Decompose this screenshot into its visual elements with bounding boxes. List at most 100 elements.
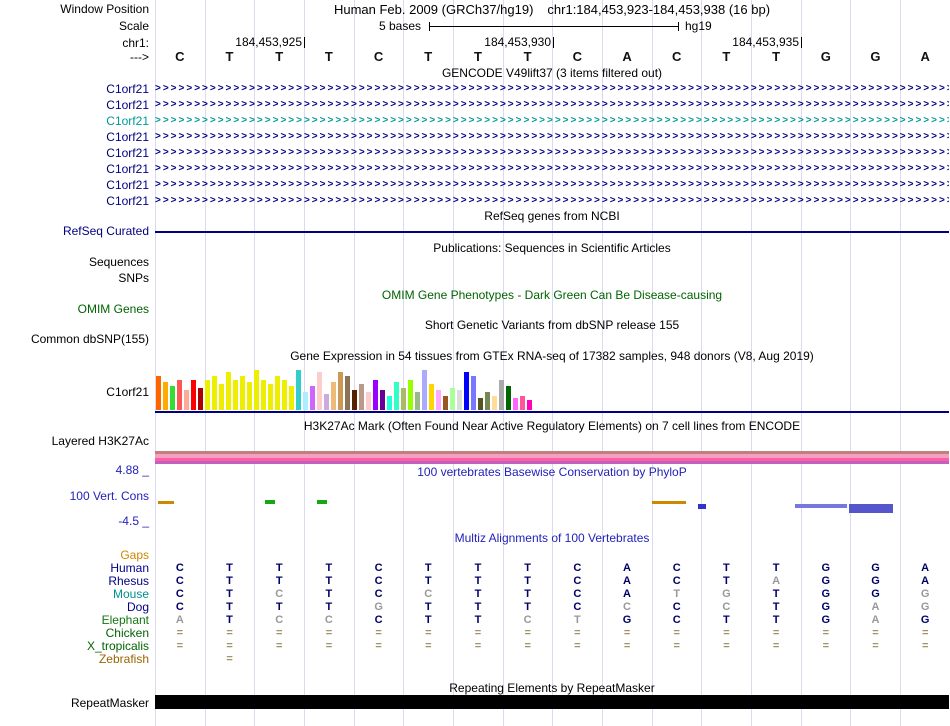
sequence-base: T [772, 49, 781, 64]
gtex-expression-barchart[interactable] [156, 368, 532, 410]
multiz-row-zebrafish[interactable]: = [155, 653, 950, 666]
gencode-transcript-row[interactable]: >>>>>>>>>>>>>>>>>>>>>>>>>>>>>>>>>>>>>>>>… [155, 179, 949, 190]
gtex-track-title[interactable]: Gene Expression in 54 tissues from GTEx … [290, 349, 814, 363]
alignment-cell: T [524, 562, 532, 574]
alignment-cell: C [175, 575, 184, 587]
gtex-gene-label[interactable]: C1orf21 [106, 385, 149, 399]
alignment-cell: = [822, 627, 829, 639]
h3k27ac-track-title[interactable]: H3K27Ac Mark (Often Found Near Active Re… [303, 419, 801, 433]
gtex-bar [324, 394, 329, 410]
species-label-zebrafish[interactable]: Zebrafish [98, 652, 149, 666]
alignment-cell: T [275, 562, 283, 574]
alignment-cell: C [175, 562, 184, 574]
species-label-dog[interactable]: Dog [126, 600, 149, 614]
gridline [502, 0, 504, 726]
publications-snps-label[interactable]: SNPs [118, 271, 149, 285]
alignment-cell: G [821, 588, 831, 600]
dbsnp-label[interactable]: Common dbSNP(155) [30, 332, 149, 346]
species-label-human[interactable]: Human [110, 561, 149, 575]
alignment-cell: T [723, 614, 730, 626]
gtex-bar [415, 392, 420, 410]
species-label-x_tropicalis[interactable]: X_tropicalis [86, 639, 149, 653]
multiz-row-x_tropicalis[interactable]: = = = = = = = = = = = = = = = = [155, 640, 950, 653]
gtex-bar [226, 372, 231, 410]
alignment-cell [652, 549, 702, 562]
gencode-transcript-label[interactable]: C1orf21 [106, 98, 149, 112]
gencode-transcript-label[interactable]: C1orf21 [106, 82, 149, 96]
alignment-cell [304, 653, 354, 666]
conservation-mark [317, 500, 327, 504]
sequence-base: C [373, 49, 384, 64]
gencode-transcript-row[interactable]: >>>>>>>>>>>>>>>>>>>>>>>>>>>>>>>>>>>>>>>>… [155, 83, 949, 94]
gtex-bar [401, 388, 406, 410]
gencode-transcript-label[interactable]: C1orf21 [106, 194, 149, 208]
alignment-cell: G [821, 562, 831, 574]
multiz-row-chicken[interactable]: = = = = = = = = = = = = = = = = [155, 627, 950, 640]
gencode-transcript-row[interactable]: >>>>>>>>>>>>>>>>>>>>>>>>>>>>>>>>>>>>>>>>… [155, 99, 949, 110]
omim-track-title[interactable]: OMIM Gene Phenotypes - Dark Green Can Be… [381, 288, 723, 302]
conservation-label[interactable]: 100 Vert. Cons [69, 489, 149, 503]
species-label-chicken[interactable]: Chicken [105, 626, 149, 640]
publications-track-title[interactable]: Publications: Sequences in Scientific Ar… [433, 241, 671, 255]
alignment-cell: T [275, 601, 283, 613]
alignment-cell [751, 653, 801, 666]
refseq-curated-item[interactable] [155, 231, 949, 233]
gridline [601, 0, 603, 726]
multiz-track-title[interactable]: Multiz Alignments of 100 Vertebrates [454, 531, 650, 545]
gtex-bar [499, 380, 504, 410]
alignment-cell: T [474, 588, 482, 600]
species-label-elephant[interactable]: Elephant [101, 613, 149, 627]
species-label-rhesus[interactable]: Rhesus [108, 574, 149, 588]
sequence-base: T [424, 49, 433, 64]
gencode-transcript-row[interactable]: >>>>>>>>>>>>>>>>>>>>>>>>>>>>>>>>>>>>>>>>… [155, 195, 949, 206]
conservation-signal[interactable] [155, 479, 949, 529]
alignment-cell: C [672, 601, 681, 613]
h3k27ac-band [155, 451, 949, 454]
species-label-mouse[interactable]: Mouse [112, 587, 149, 601]
alignment-cell: T [573, 614, 581, 626]
omim-genes-label[interactable]: OMIM Genes [77, 302, 149, 316]
gencode-track-title[interactable]: GENCODE V49lift37 (3 items filtered out) [441, 66, 663, 80]
gencode-transcript-label[interactable]: C1orf21 [106, 162, 149, 176]
gridline [800, 0, 802, 726]
gencode-transcript-label[interactable]: C1orf21 [106, 178, 149, 192]
species-label-gaps[interactable]: Gaps [120, 548, 149, 562]
alignment-cell [602, 549, 652, 562]
publications-sequences-label[interactable]: Sequences [88, 255, 149, 269]
repeatmasker-track-title[interactable]: Repeating Elements by RepeatMasker [449, 681, 655, 695]
gencode-transcript-row[interactable]: >>>>>>>>>>>>>>>>>>>>>>>>>>>>>>>>>>>>>>>>… [155, 115, 949, 126]
alignment-cell: T [772, 614, 780, 626]
repeatmasker-label[interactable]: RepeatMasker [70, 696, 149, 710]
alignment-cell: C [672, 575, 681, 587]
alignment-cell [354, 653, 404, 666]
gencode-transcript-label[interactable]: C1orf21 [106, 146, 149, 160]
conservation-track-title[interactable]: 100 vertebrates Basewise Conservation by… [417, 465, 687, 479]
scale-bar [429, 22, 679, 31]
dbsnp-track-title[interactable]: Short Genetic Variants from dbSNP releas… [424, 318, 680, 332]
ruler-number: 184,453,925 [235, 35, 302, 49]
alignment-cell: A [623, 562, 631, 574]
alignment-cell: C [175, 588, 184, 600]
multiz-row-gaps[interactable] [155, 549, 950, 562]
h3k27ac-signal[interactable] [155, 451, 949, 464]
gencode-transcript-label[interactable]: C1orf21 [106, 130, 149, 144]
refseq-track-title[interactable]: RefSeq genes from NCBI [484, 209, 620, 223]
gencode-transcript-row[interactable]: >>>>>>>>>>>>>>>>>>>>>>>>>>>>>>>>>>>>>>>>… [155, 147, 949, 158]
gencode-transcript-row[interactable]: >>>>>>>>>>>>>>>>>>>>>>>>>>>>>>>>>>>>>>>>… [155, 163, 949, 174]
alignment-cell: = [723, 627, 730, 639]
gencode-transcript-row[interactable]: >>>>>>>>>>>>>>>>>>>>>>>>>>>>>>>>>>>>>>>>… [155, 131, 949, 142]
alignment-cell: = [176, 640, 184, 652]
gencode-transcript-label[interactable]: C1orf21 [106, 114, 149, 128]
conservation-mark [849, 504, 893, 513]
alignment-cell [155, 549, 205, 562]
refseq-curated-label[interactable]: RefSeq Curated [62, 224, 149, 238]
gridline [254, 0, 256, 726]
h3k27ac-label[interactable]: Layered H3K27Ac [51, 434, 149, 448]
repeatmasker-item[interactable] [155, 695, 949, 709]
